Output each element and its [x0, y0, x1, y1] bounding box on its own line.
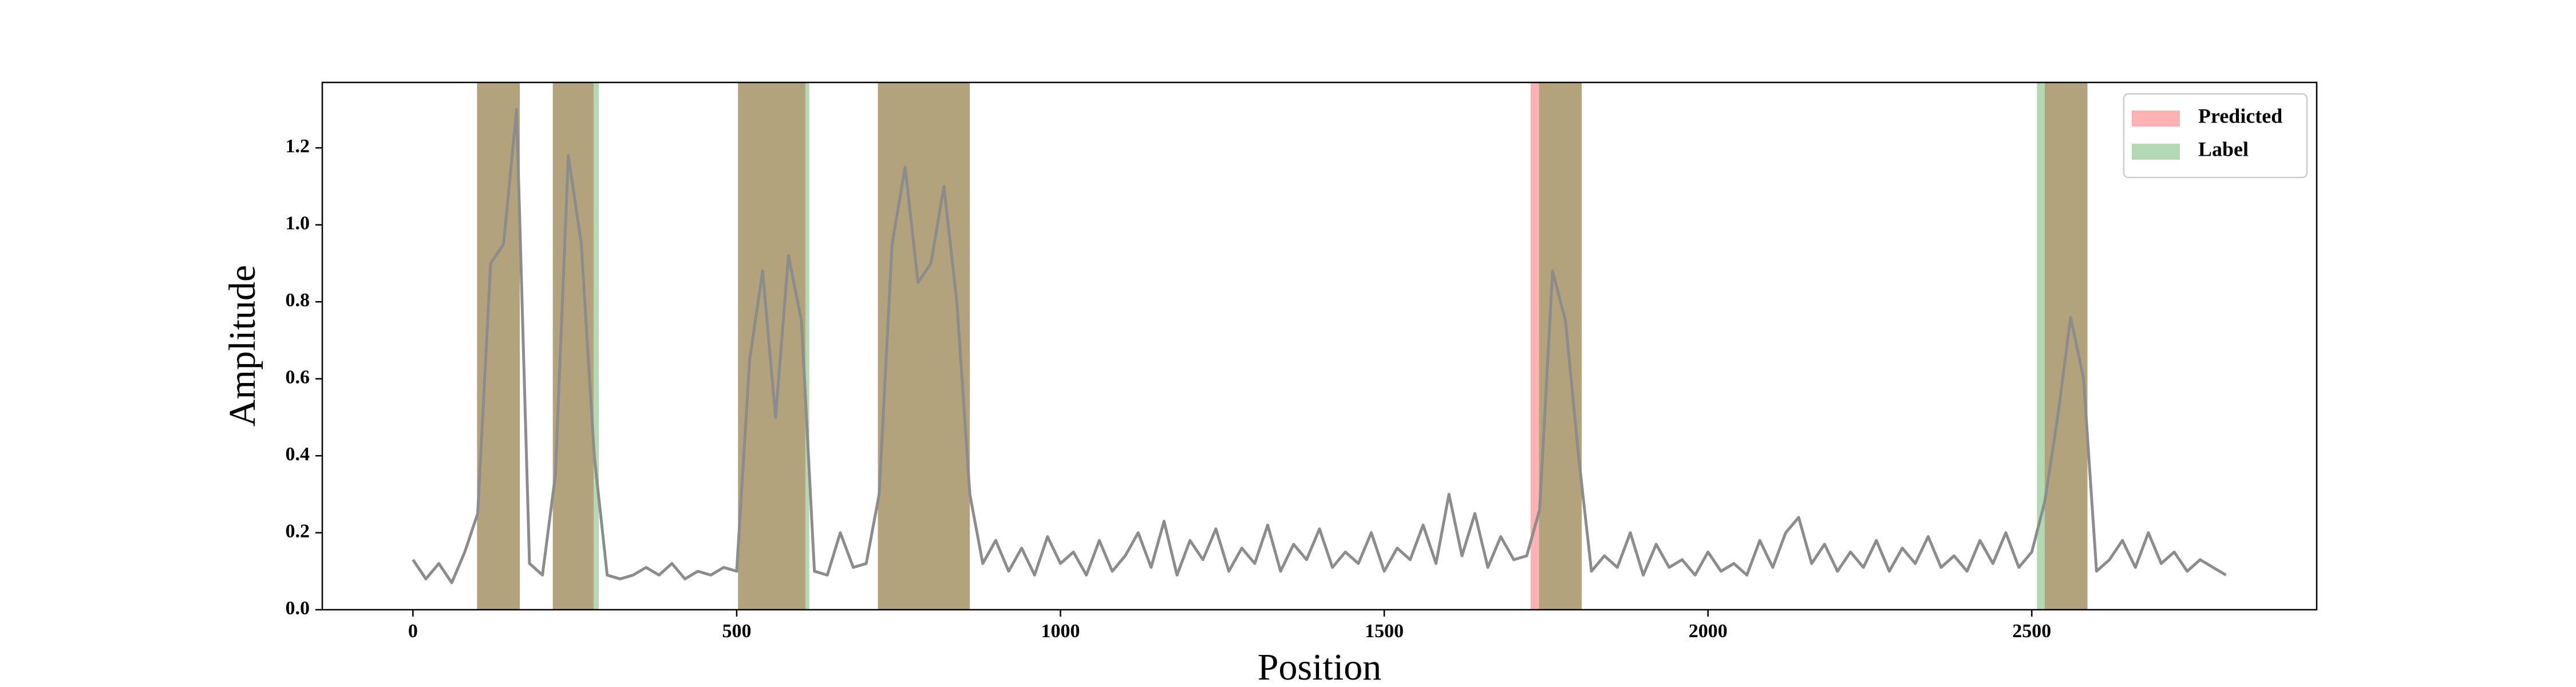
span-region [738, 82, 805, 610]
legend-label: Label [2198, 137, 2249, 160]
x-tick-label: 500 [722, 621, 751, 642]
span-region [477, 82, 520, 610]
x-tick-label: 1500 [1365, 621, 1404, 642]
x-axis-label: Position [1258, 646, 1381, 687]
signal-line [412, 108, 2227, 585]
y-tick-label: 0.2 [286, 520, 310, 542]
x-tick-label: 2000 [1689, 621, 1728, 642]
legend: Predicted Label [2123, 93, 2308, 179]
y-axis-label: Amplitude [222, 265, 263, 427]
span-region [878, 82, 970, 610]
y-tick-label: 0.6 [286, 366, 310, 388]
x-tick-label: 2500 [2012, 621, 2051, 642]
y-tick-label: 0.8 [286, 290, 310, 311]
legend-swatch [2132, 144, 2180, 160]
y-tick-label: 0.0 [286, 598, 310, 619]
y-tick-label: 1.0 [286, 213, 310, 234]
span-region [1530, 82, 1582, 610]
span-region [2037, 82, 2088, 610]
span-region [878, 82, 970, 610]
y-tick-label: 1.2 [286, 136, 310, 157]
legend-box [2123, 93, 2308, 179]
x-tick-label: 1000 [1041, 621, 1080, 642]
y-tick-label: 0.4 [286, 444, 310, 465]
legend-label: Predicted [2198, 104, 2282, 127]
span-region [477, 82, 520, 610]
x-tick-label: 0 [408, 621, 418, 642]
legend-swatch [2132, 110, 2180, 127]
span-region [1539, 82, 1582, 610]
span-region [738, 82, 809, 610]
plot-frame [321, 81, 2318, 611]
